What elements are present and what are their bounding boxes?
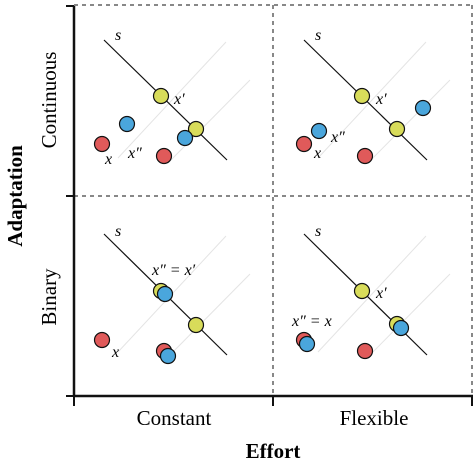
label-x: x <box>104 151 112 168</box>
point-blue <box>161 349 176 364</box>
guide-line <box>318 236 426 352</box>
point-yellow <box>189 318 204 333</box>
y-category-continuous: Continuous <box>37 52 61 149</box>
label-x-prime: x′ <box>375 91 387 108</box>
point-x-dprime-blue <box>300 337 315 352</box>
label-s: s <box>315 27 321 44</box>
point-yellow <box>390 122 405 137</box>
point-x-prime-yellow <box>154 89 169 104</box>
label-x-prime: x′ <box>375 285 387 302</box>
label-x-dprime: x″ <box>330 129 345 146</box>
point-x-dprime-blue <box>158 287 173 302</box>
label-x: x <box>111 344 119 361</box>
point-red <box>358 344 373 359</box>
point-x-red <box>95 333 110 348</box>
x-category-constant: Constant <box>137 406 212 430</box>
label-x-dprime-eq-x-prime: x″ = x′ <box>151 262 196 279</box>
point-blue <box>178 131 193 146</box>
panel-continuous-constant: s x x″ x′ <box>95 27 251 168</box>
point-x-red <box>297 137 312 152</box>
point-x-prime-yellow <box>355 89 370 104</box>
guide-line <box>168 274 250 357</box>
point-x-prime-yellow <box>355 284 370 299</box>
label-x: x <box>313 145 321 162</box>
label-s: s <box>315 223 321 240</box>
point-red <box>157 149 172 164</box>
label-x-dprime: x″ <box>127 145 142 162</box>
point-blue <box>394 321 409 336</box>
x-category-flexible: Flexible <box>340 406 409 430</box>
x-axis-title: Effort <box>246 439 301 463</box>
panel-binary-flexible: s x″ = x x′ <box>291 223 450 359</box>
label-x-prime: x′ <box>173 91 185 108</box>
label-x-dprime-eq-x: x″ = x <box>291 313 332 330</box>
point-blue <box>416 101 431 116</box>
y-axis-title: Adaptation <box>3 145 27 247</box>
guide-line <box>118 42 226 158</box>
label-s: s <box>115 27 121 44</box>
point-x-red <box>95 137 110 152</box>
point-red <box>358 149 373 164</box>
point-x-dprime-blue <box>312 124 327 139</box>
frame <box>66 5 473 406</box>
y-category-binary: Binary <box>37 268 61 326</box>
point-x-dprime-blue <box>120 117 135 132</box>
label-s: s <box>115 223 121 240</box>
panel-binary-constant: s x x″ = x′ <box>95 223 251 364</box>
panel-continuous-flexible: s x x″ x′ <box>297 27 451 164</box>
